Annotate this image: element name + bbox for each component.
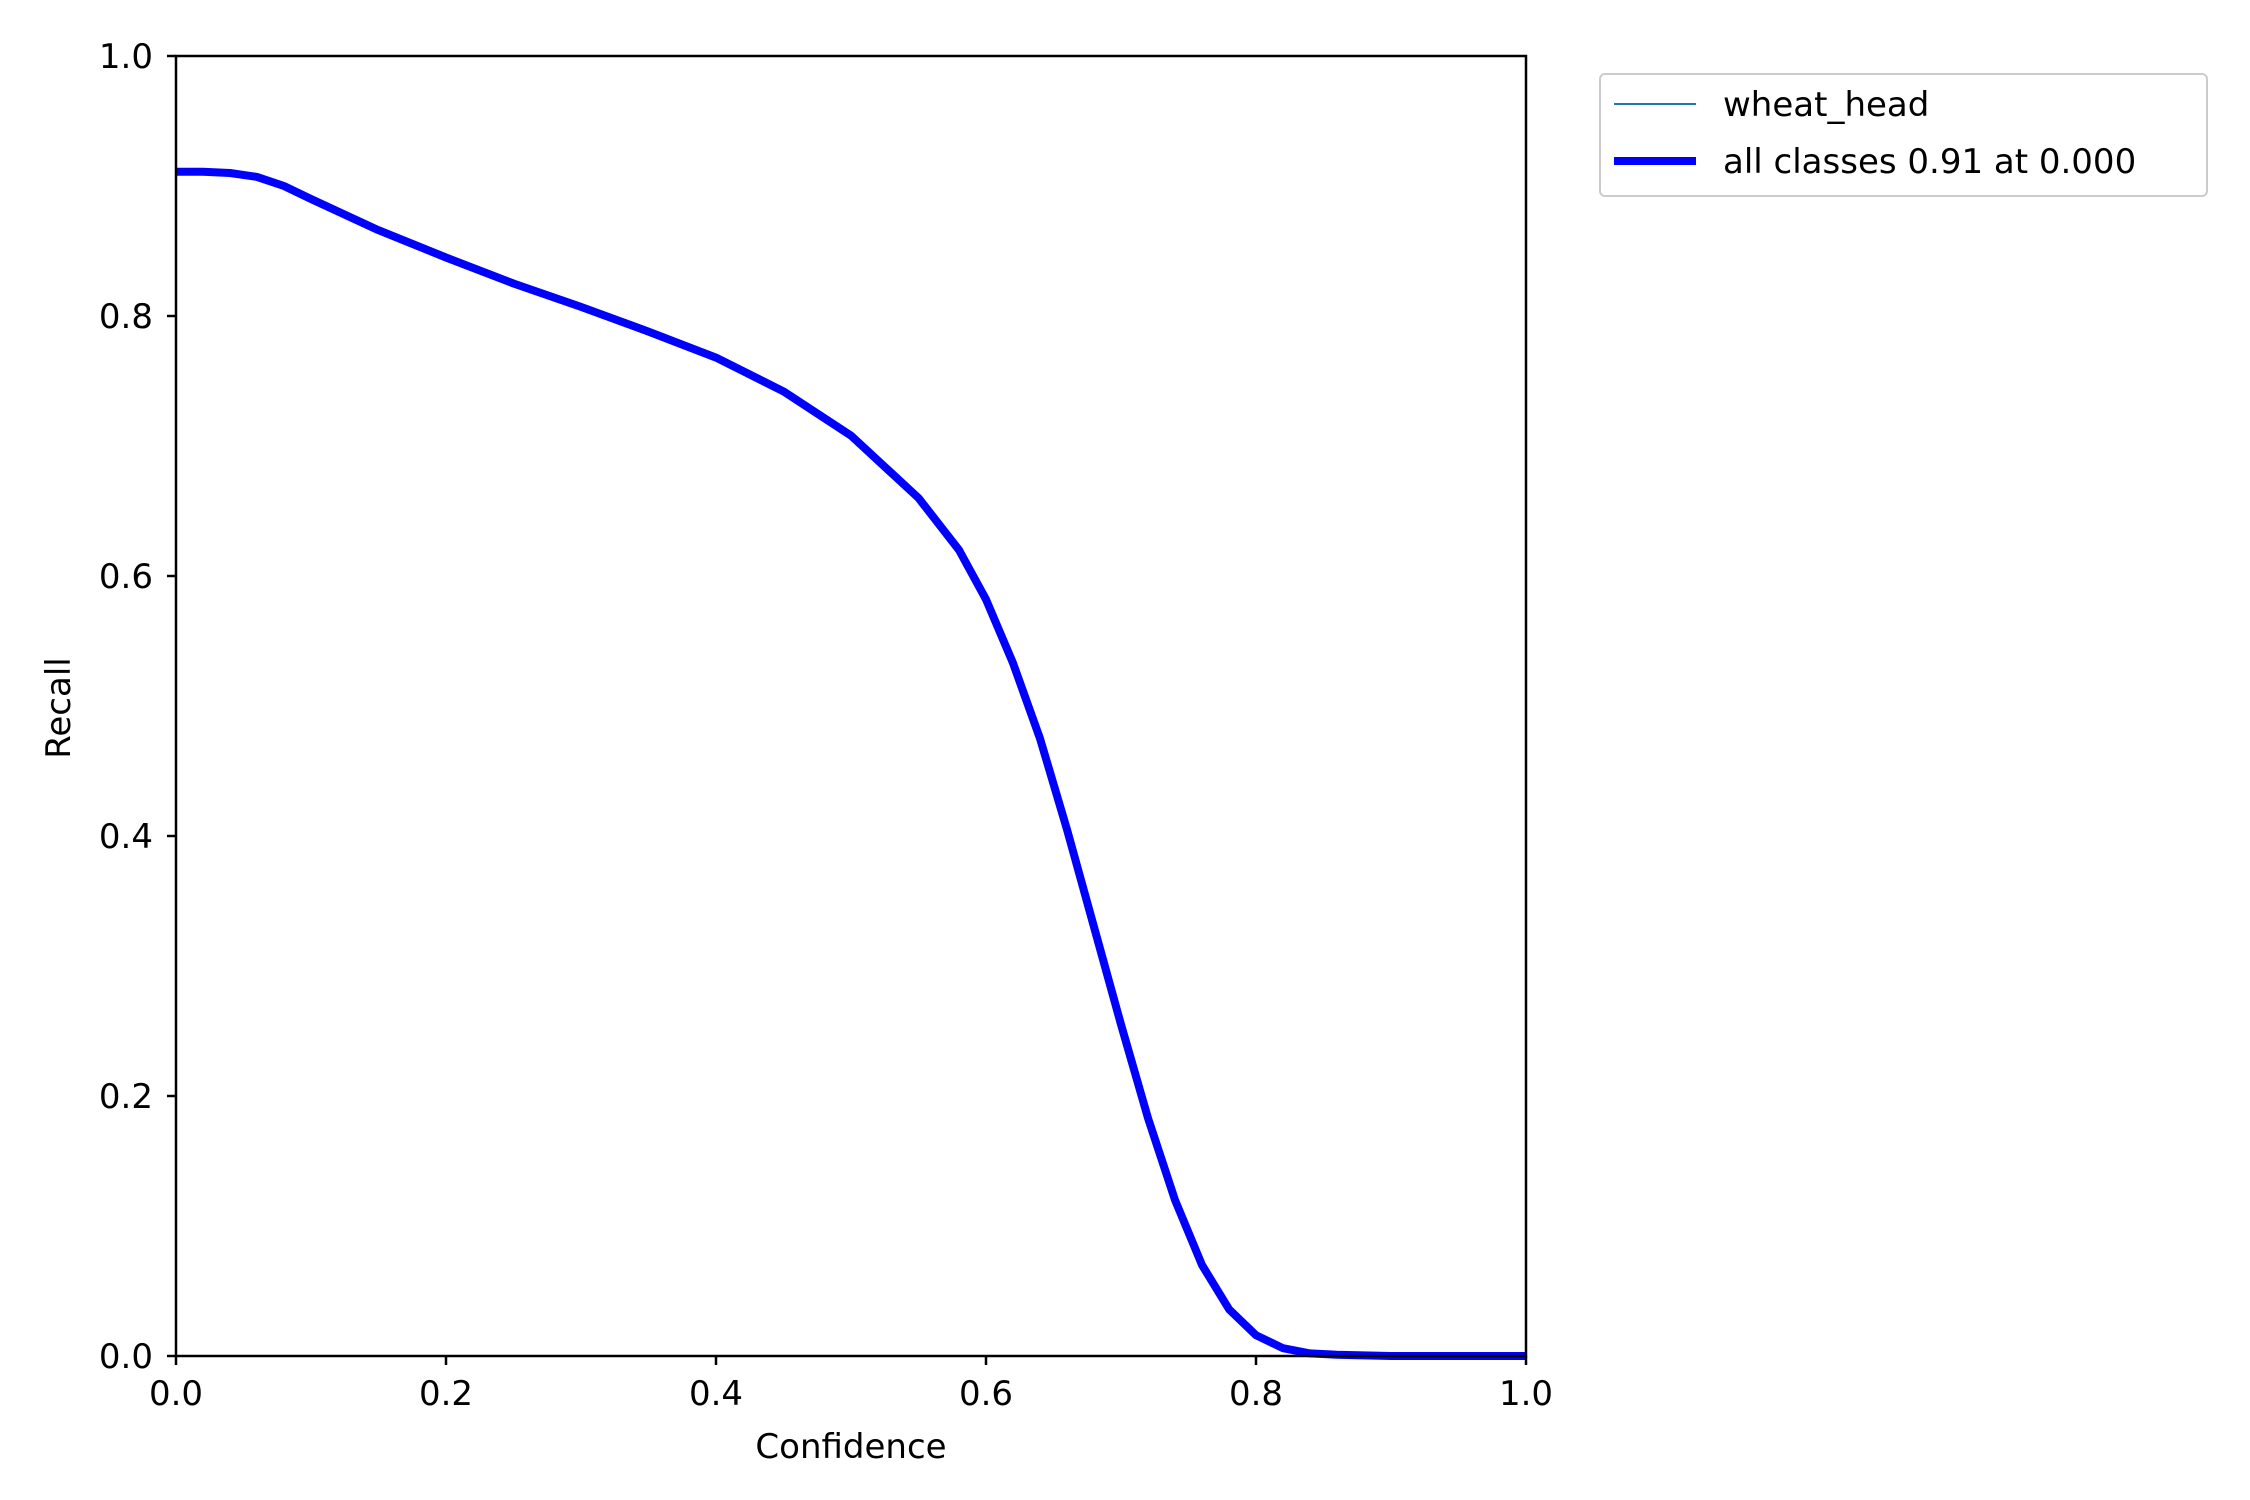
y-tick-label: 0.8 [99,297,153,337]
x-tick-label: 0.2 [419,1374,473,1414]
legend-label-wheat-head: wheat_head [1723,85,1929,125]
y-tick-label: 0.2 [99,1077,153,1117]
legend: wheat_head all classes 0.91 at 0.000 [1599,73,2208,197]
series-line-all-classes [176,167,1526,1360]
x-tick-label: 1.0 [1499,1374,1553,1414]
x-tick-label: 0.6 [959,1374,1013,1414]
series-layer [176,167,1526,1360]
x-tick-label: 0.4 [689,1374,743,1414]
x-tick-label: 0.0 [149,1374,203,1414]
x-axis: 0.0 0.2 0.4 0.6 0.8 1.0 [149,1356,1553,1414]
x-axis-title: Confidence [755,1427,946,1467]
plot-frame [174,54,1528,1358]
x-tick-label: 0.8 [1229,1374,1283,1414]
legend-box [1599,73,2208,197]
y-axis: 0.0 0.2 0.4 0.6 0.8 1.0 [99,37,176,1377]
y-tick-label: 0.4 [99,817,153,857]
y-tick-label: 0.6 [99,557,153,597]
y-tick-label: 0.0 [99,1337,153,1377]
y-tick-label: 1.0 [99,37,153,77]
y-axis-title: Recall [39,657,79,758]
legend-label-all-classes: all classes 0.91 at 0.000 [1723,142,2136,182]
